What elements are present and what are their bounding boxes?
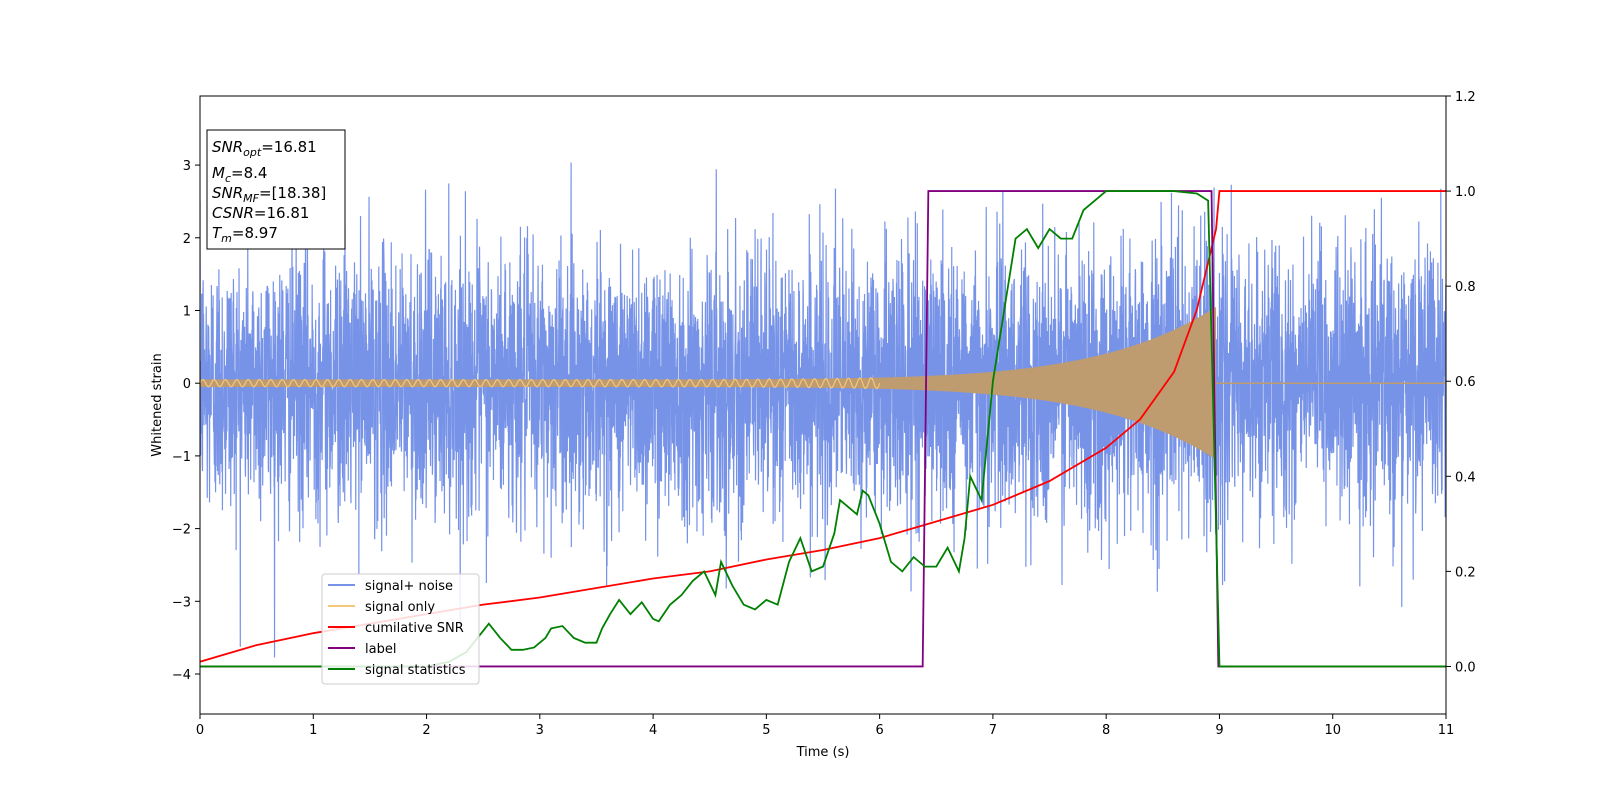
- axes-layer: 0 1 2 3 4 5 6 7 8 9 10 113210−1−2−3−41.21.00.80.60.…: [172, 90, 1476, 738]
- series-signal-statistics: [200, 190, 1446, 668]
- y-tick-label-1: 2: [183, 232, 191, 247]
- y2-tick-label-6: 0.0: [1455, 660, 1476, 675]
- y-tick-label-3: 0: [183, 377, 191, 392]
- x-tick-label-10: 10: [1324, 723, 1341, 738]
- series-signal-only-envelope: [200, 306, 1217, 460]
- x-tick-label-6: 6: [875, 723, 883, 738]
- x-tick-label-9: 9: [1215, 723, 1223, 738]
- info-box: SNRopt=16.81 Mc=8.4 SNRMF=[18.38] CSNR=1…: [206, 129, 346, 250]
- y-axis-label: Whitened strain: [150, 353, 165, 456]
- series-signal-only: [200, 377, 881, 390]
- y2-tick-label-3: 0.6: [1455, 375, 1476, 390]
- x-tick-label-4: 4: [649, 723, 657, 738]
- info-tm: Tm=8.97: [212, 224, 278, 245]
- y-tick-label-2: 1: [183, 304, 191, 319]
- x-tick-label-0: 0: [196, 723, 204, 738]
- y2-tick-label-5: 0.2: [1455, 565, 1476, 580]
- y2-tick-label-2: 0.8: [1455, 280, 1476, 295]
- x-tick-label-5: 5: [762, 723, 770, 738]
- info-box-frame: [206, 129, 346, 250]
- x-tick-label-2: 2: [422, 723, 430, 738]
- legend-label-signal-statistics: signal statistics: [365, 663, 466, 678]
- info-mc: Mc=8.4: [212, 164, 267, 185]
- legend-label-cumulative-snr: cumilative SNR: [365, 621, 464, 636]
- x-tick-label-1: 1: [309, 723, 317, 738]
- info-snr-opt: SNRopt=16.81: [212, 138, 317, 159]
- legend-label-signal-only: signal only: [365, 600, 435, 615]
- plot-frame: [199, 95, 1447, 715]
- y-tick-label-6: −3: [172, 595, 191, 610]
- legend: signal+ noise signal only cumilative SNR…: [321, 573, 480, 685]
- x-tick-label-7: 7: [989, 723, 997, 738]
- y2-tick-label-4: 0.4: [1455, 470, 1476, 485]
- y-tick-label-5: −2: [172, 523, 191, 538]
- legend-frame: [321, 573, 480, 685]
- plot-layer: [200, 162, 1446, 668]
- y2-tick-label-0: 1.2: [1455, 90, 1476, 105]
- y-tick-label-4: −1: [172, 450, 191, 465]
- x-tick-label-3: 3: [536, 723, 544, 738]
- info-snr-mf: SNRMF=[18.38]: [212, 184, 326, 205]
- x-tick-label-11: 11: [1438, 723, 1455, 738]
- y-tick-label-7: −4: [172, 668, 191, 683]
- x-axis-label: Time (s): [796, 745, 850, 760]
- legend-label-signal-noise: signal+ noise: [365, 579, 453, 594]
- info-csnr: CSNR=16.81: [212, 204, 309, 222]
- x-tick-label-8: 8: [1102, 723, 1110, 738]
- legend-label-label: label: [365, 642, 396, 657]
- series-signal-noise: [200, 162, 1446, 658]
- y2-tick-label-1: 1.0: [1455, 185, 1476, 200]
- y-tick-label-0: 3: [183, 159, 191, 174]
